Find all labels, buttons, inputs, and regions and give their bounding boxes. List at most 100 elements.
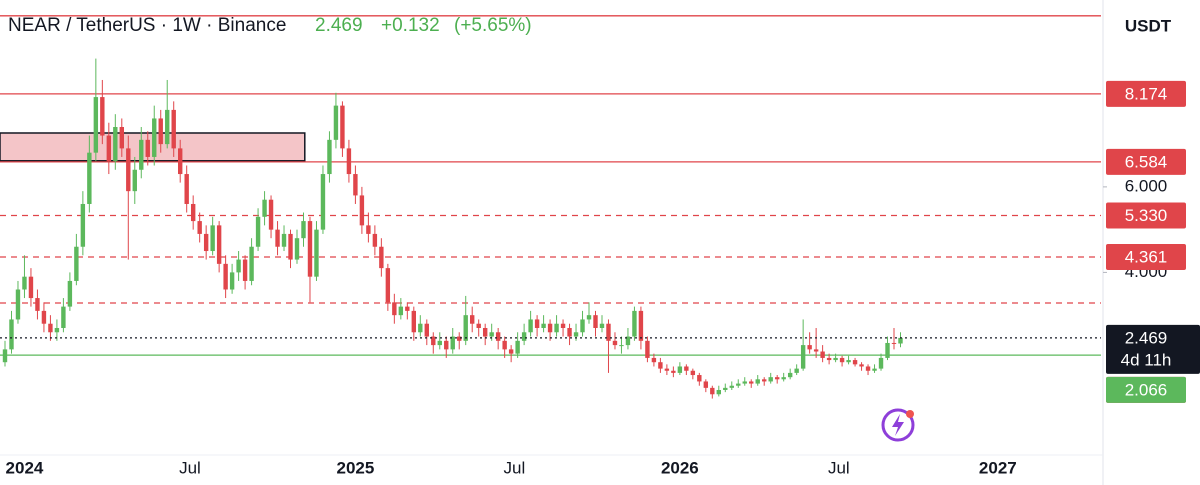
candle-body (534, 319, 540, 328)
candle-body (593, 315, 598, 328)
candle-body (152, 118, 157, 157)
candle-body (846, 360, 851, 363)
candle-body (710, 387, 715, 395)
candle-body (210, 225, 215, 252)
x-tick-label: 2026 (661, 458, 699, 477)
candle-body (852, 360, 858, 365)
candle-body (839, 357, 845, 363)
candle-body (781, 377, 786, 380)
candle-body (398, 306, 404, 316)
candle-body (223, 263, 228, 290)
candle-body (495, 332, 501, 341)
candle-body (794, 368, 799, 373)
x-tick-label: Jul (504, 458, 526, 477)
header-price: 2.469 (315, 15, 363, 36)
candle-body (307, 221, 313, 277)
candle-body (742, 381, 747, 384)
level-label-box (1106, 148, 1186, 175)
level-label-box (1106, 243, 1186, 270)
candle-body (859, 364, 864, 367)
plot-area (0, 15, 1101, 399)
candle-body (353, 174, 358, 196)
candle-body (262, 199, 267, 217)
header-change-percent: (+5.65%) (454, 15, 532, 36)
candle-body (281, 233, 287, 247)
candle-body (340, 105, 345, 149)
level-label-box (1106, 376, 1186, 403)
candle-body (684, 366, 689, 371)
candle-body (437, 340, 442, 346)
candle-body (645, 340, 650, 358)
candle-body (567, 327, 572, 337)
candle-body (541, 323, 546, 328)
candle-body (898, 337, 903, 344)
candle-body (580, 319, 585, 333)
candle-body (612, 340, 618, 346)
candle-body (872, 368, 877, 371)
candle-body (444, 340, 449, 350)
candle-body (314, 229, 319, 277)
candle-body (619, 345, 624, 347)
candle-body (450, 336, 455, 350)
candle-body (216, 225, 222, 264)
candle-body (768, 377, 773, 382)
candle-body (632, 310, 637, 337)
x-tick-label: 2025 (336, 458, 374, 477)
candle-body (658, 362, 663, 369)
candle-body (106, 135, 112, 162)
candle-body (573, 332, 579, 337)
candle-body (171, 109, 176, 149)
candle-body (470, 315, 475, 324)
candle-body (820, 351, 825, 358)
y-tick-label: 6.000 (1125, 176, 1168, 195)
candle-body (482, 327, 488, 337)
last-price-box (1106, 324, 1200, 374)
candle-body (301, 221, 306, 239)
x-tick-label: Jul (828, 458, 850, 477)
currency-label[interactable]: USDT (1125, 16, 1172, 35)
candle-body (126, 148, 131, 192)
candle-body (249, 246, 254, 281)
candle-body (145, 139, 150, 157)
level-label-box (1106, 80, 1186, 107)
candle-body (489, 332, 494, 337)
candle-body (418, 323, 423, 333)
candle-body (288, 233, 293, 260)
candle-body (22, 276, 27, 290)
candle-body (599, 323, 605, 328)
level-label: 5.330 (1125, 206, 1168, 225)
level-label: 6.584 (1125, 152, 1168, 171)
candle-body (80, 203, 86, 247)
candle-body (54, 327, 60, 333)
x-tick-label: 2024 (6, 458, 44, 477)
level-label: 2.066 (1125, 380, 1168, 399)
candle-body (463, 315, 468, 341)
candle-body (411, 310, 417, 333)
candle-body (346, 148, 352, 175)
candle-body (359, 195, 365, 226)
candle-body (865, 366, 871, 371)
candle-body (9, 319, 14, 350)
candle-body (405, 306, 410, 311)
level-label: 8.174 (1125, 84, 1168, 103)
candle-body (294, 238, 300, 260)
candle-body (703, 381, 709, 388)
candle-body (41, 310, 47, 324)
candle-body (178, 148, 183, 175)
candle-body (275, 229, 280, 247)
candle-body (15, 289, 21, 320)
alert-icon[interactable] (881, 408, 915, 442)
candle-body (2, 349, 8, 363)
candle-body (61, 306, 66, 328)
candle-body (833, 357, 838, 361)
candle-body (671, 370, 676, 373)
candle-body (268, 199, 274, 230)
price-axis: 4.0006.0008.1746.5845.3304.3613.2842.066… (1103, 80, 1200, 403)
candle-body (774, 377, 780, 380)
candle-body (457, 336, 462, 341)
candle-body (424, 323, 429, 337)
candle-body (625, 336, 631, 346)
candle-body (755, 379, 760, 384)
candle-body (885, 342, 890, 358)
candle-body (547, 323, 553, 333)
